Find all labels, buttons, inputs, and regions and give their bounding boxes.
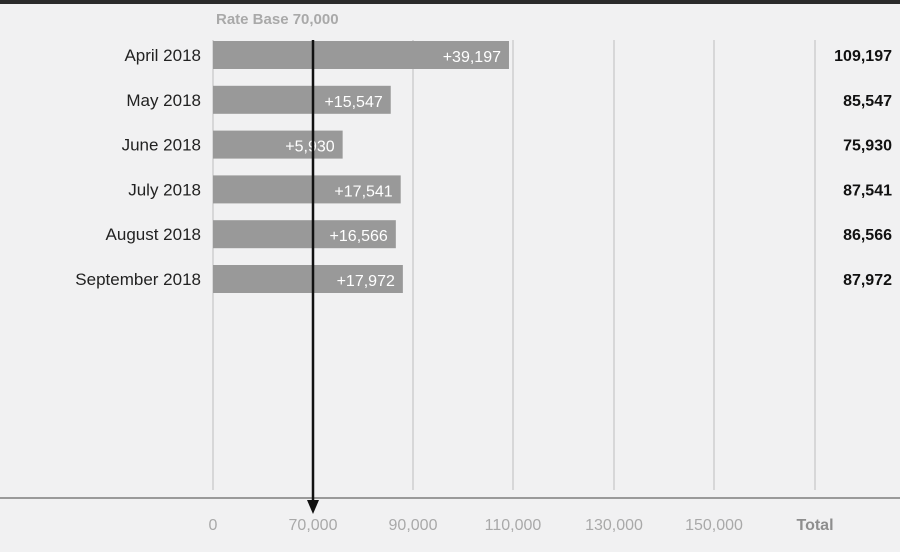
top-rule <box>0 0 900 4</box>
total-value: 87,541 <box>843 182 892 199</box>
bar-increment-label: +5,930 <box>285 139 334 156</box>
bar <box>213 220 396 249</box>
bar-increment-label: +16,566 <box>330 228 388 245</box>
x-tick-label: 0 <box>209 517 218 534</box>
total-value: 87,972 <box>843 272 892 289</box>
bar <box>213 130 343 159</box>
bar-increment-label: +39,197 <box>443 49 501 66</box>
total-value: 75,930 <box>843 138 892 155</box>
bar-increment-label: +15,547 <box>324 94 382 111</box>
x-tick-label: 70,000 <box>289 517 338 534</box>
x-tick-label: 110,000 <box>485 517 542 534</box>
x-tick-label: 130,000 <box>585 517 643 534</box>
category-label: May 2018 <box>126 91 201 110</box>
category-label: April 2018 <box>124 46 201 65</box>
reference-line-label: Rate Base 70,000 <box>216 11 339 28</box>
total-column-label: Total <box>796 517 833 534</box>
bar-increment-label: +17,541 <box>334 183 392 200</box>
total-value: 109,197 <box>834 48 892 65</box>
bar <box>213 265 403 293</box>
category-label: August 2018 <box>106 225 201 244</box>
bar-increment-label: +17,972 <box>337 273 395 290</box>
category-label: July 2018 <box>128 180 201 199</box>
bar <box>213 41 509 69</box>
category-label: June 2018 <box>122 136 201 155</box>
bar <box>213 85 391 114</box>
bar <box>213 175 401 204</box>
category-label: September 2018 <box>75 270 201 289</box>
total-value: 86,566 <box>843 227 892 244</box>
reference-arrowhead <box>307 500 319 514</box>
x-tick-label: 150,000 <box>685 517 743 534</box>
total-value: 85,547 <box>843 93 892 110</box>
x-tick-label: 90,000 <box>389 517 438 534</box>
